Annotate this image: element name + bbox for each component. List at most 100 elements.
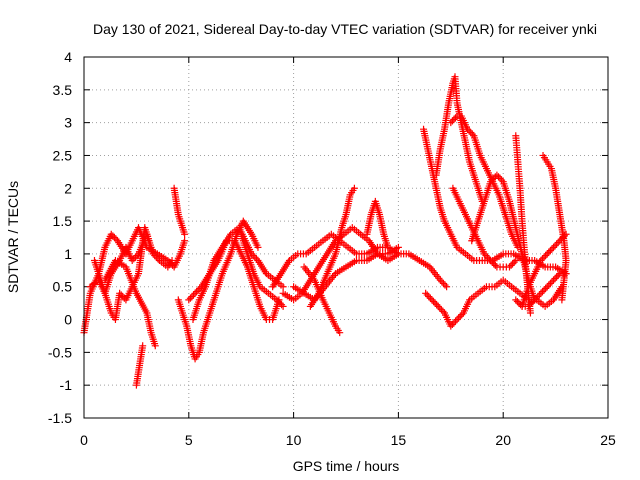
data-point-interp [540, 286, 548, 294]
y-tick-label: 0 [64, 312, 72, 328]
data-point [422, 289, 430, 297]
data-point-interp [109, 232, 117, 240]
data-point [185, 296, 193, 304]
data-point [543, 250, 551, 258]
data-point-interp [554, 238, 562, 246]
data-point-interp [465, 127, 473, 135]
data-point-interp [490, 174, 498, 182]
data-point-interp [532, 294, 540, 302]
data-point [254, 243, 262, 251]
data-point [273, 296, 281, 304]
data-point [181, 237, 189, 245]
data-point-interp [540, 253, 548, 261]
data-point [443, 283, 451, 291]
data-point-interp [152, 253, 160, 261]
data-point-interp [535, 291, 543, 299]
data-point-interp [423, 291, 431, 299]
data-point [505, 263, 513, 271]
y-tick-label: 3.5 [53, 82, 73, 98]
data-point [168, 256, 176, 264]
data-point-interp [553, 273, 561, 281]
data-point [447, 119, 455, 127]
data-point [350, 184, 358, 192]
data-point-interp [551, 275, 559, 283]
data-point-interp [539, 288, 546, 296]
y-tick-label: -0.5 [48, 344, 72, 360]
data-point-interp [430, 297, 438, 305]
data-point-interp [450, 319, 458, 327]
data-point-interp [426, 294, 434, 302]
data-point-interp [498, 176, 506, 184]
data-point-interp [431, 299, 439, 307]
data-point [191, 289, 199, 297]
data-point-interp [276, 299, 284, 307]
data-point-interp [154, 255, 162, 263]
data-point [550, 243, 558, 251]
data-point [531, 296, 539, 304]
data-point-interp [485, 255, 493, 263]
data-point-interp [529, 297, 537, 305]
data-point [524, 302, 532, 310]
data-point-interp [483, 253, 491, 261]
data-point [493, 171, 501, 179]
data-point-interp [439, 307, 447, 315]
data-point-interp [278, 301, 286, 309]
data-point [512, 256, 520, 264]
data-point-interp [548, 245, 556, 253]
y-tick-label: 4 [64, 49, 72, 65]
data-point-interp [193, 288, 201, 296]
data-point [151, 342, 159, 350]
data-point-interp [455, 314, 463, 322]
data-point-interp [194, 286, 202, 294]
data-point-interp [515, 299, 523, 307]
data-point-interp [545, 281, 553, 289]
data-point-interp [539, 255, 546, 263]
y-tick-label: 2.5 [53, 147, 73, 163]
data-point-interp [452, 114, 460, 122]
data-point-interp [452, 317, 460, 325]
data-point-interp [433, 301, 441, 309]
data-point [558, 296, 566, 304]
data-point-interp [438, 278, 446, 286]
y-tick-label: 1 [64, 246, 72, 262]
data-point-interp [274, 297, 282, 305]
data-point [279, 283, 287, 291]
data-point-interp [188, 293, 196, 301]
data-point [447, 322, 455, 330]
data-point-interp [509, 260, 517, 268]
data-point-interp [513, 297, 521, 305]
data-point [487, 178, 495, 186]
data-point-interp [551, 242, 559, 250]
y-tick-label: 0.5 [53, 279, 73, 295]
data-point-interp [190, 291, 198, 299]
data-point-interp [251, 253, 259, 261]
data-point-interp [448, 320, 456, 328]
x-tick-label: 10 [286, 432, 302, 448]
data-point-interp [526, 301, 534, 309]
data-point-interp [491, 261, 499, 269]
data-point-interp [450, 115, 458, 123]
plot-frame [83, 56, 609, 419]
data-point-interp [252, 255, 260, 263]
x-tick-label: 0 [80, 432, 88, 448]
data-point-interp [458, 311, 466, 319]
data-point-interp [117, 291, 125, 299]
data-point-interp [441, 281, 449, 289]
data-point-interp [548, 278, 556, 286]
x-tick-label: 20 [495, 432, 511, 448]
grid [84, 57, 608, 418]
data-point-interp [437, 306, 445, 314]
data-points [80, 73, 570, 389]
data-point-interp [546, 247, 554, 255]
data-point [107, 230, 115, 238]
data-point [537, 256, 545, 264]
y-tick-label: 1.5 [53, 213, 73, 229]
data-point-interp [507, 261, 515, 269]
data-point [487, 256, 495, 264]
data-point-interp [130, 255, 138, 263]
data-point [550, 276, 558, 284]
data-point-interp [186, 294, 194, 302]
data-point [434, 302, 442, 310]
data-point [562, 270, 570, 278]
